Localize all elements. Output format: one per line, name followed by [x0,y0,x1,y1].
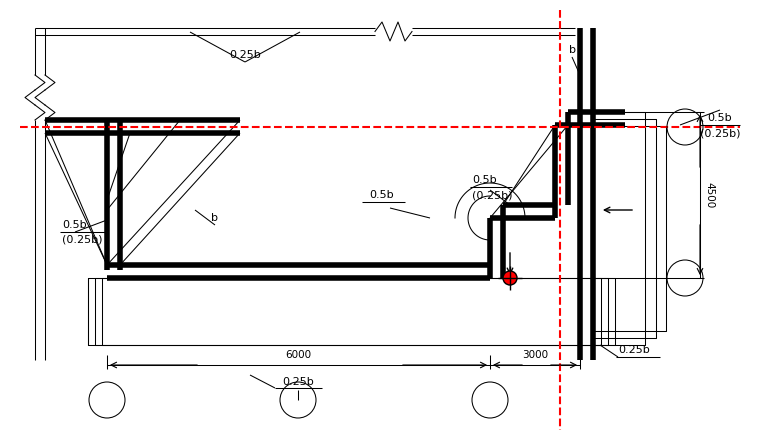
Text: 0.5b: 0.5b [708,113,733,123]
Text: b: b [568,45,575,55]
Text: 0.5b: 0.5b [472,175,496,185]
Text: 0.5b: 0.5b [369,190,394,200]
Text: 0.25b: 0.25b [618,345,650,355]
Text: (0.25b): (0.25b) [472,190,512,200]
Text: 0.25b: 0.25b [229,50,261,60]
Text: (0.25b): (0.25b) [700,128,740,138]
Text: 3000: 3000 [522,350,548,360]
Text: (0.25b): (0.25b) [62,235,103,245]
Text: 4500: 4500 [704,182,714,208]
Circle shape [503,271,517,285]
Text: 0.25b: 0.25b [282,377,314,387]
Text: b: b [211,213,219,223]
Text: 6000: 6000 [285,350,311,360]
Text: 0.5b: 0.5b [62,220,87,230]
